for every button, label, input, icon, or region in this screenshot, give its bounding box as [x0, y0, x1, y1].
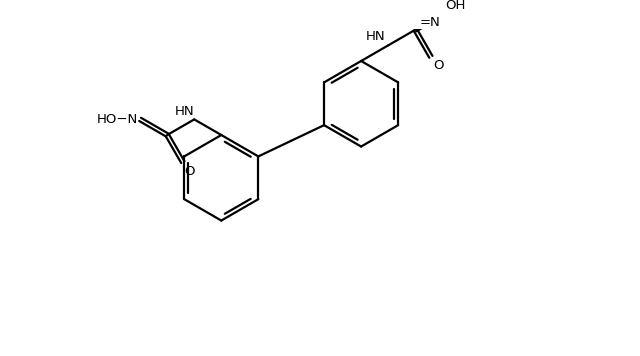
Text: O: O [433, 59, 444, 72]
Text: =N: =N [420, 16, 441, 29]
Text: HN: HN [366, 30, 386, 43]
Text: HN: HN [175, 105, 195, 118]
Text: OH: OH [445, 0, 465, 12]
Text: O: O [184, 166, 195, 178]
Text: HO−N: HO−N [97, 113, 138, 126]
